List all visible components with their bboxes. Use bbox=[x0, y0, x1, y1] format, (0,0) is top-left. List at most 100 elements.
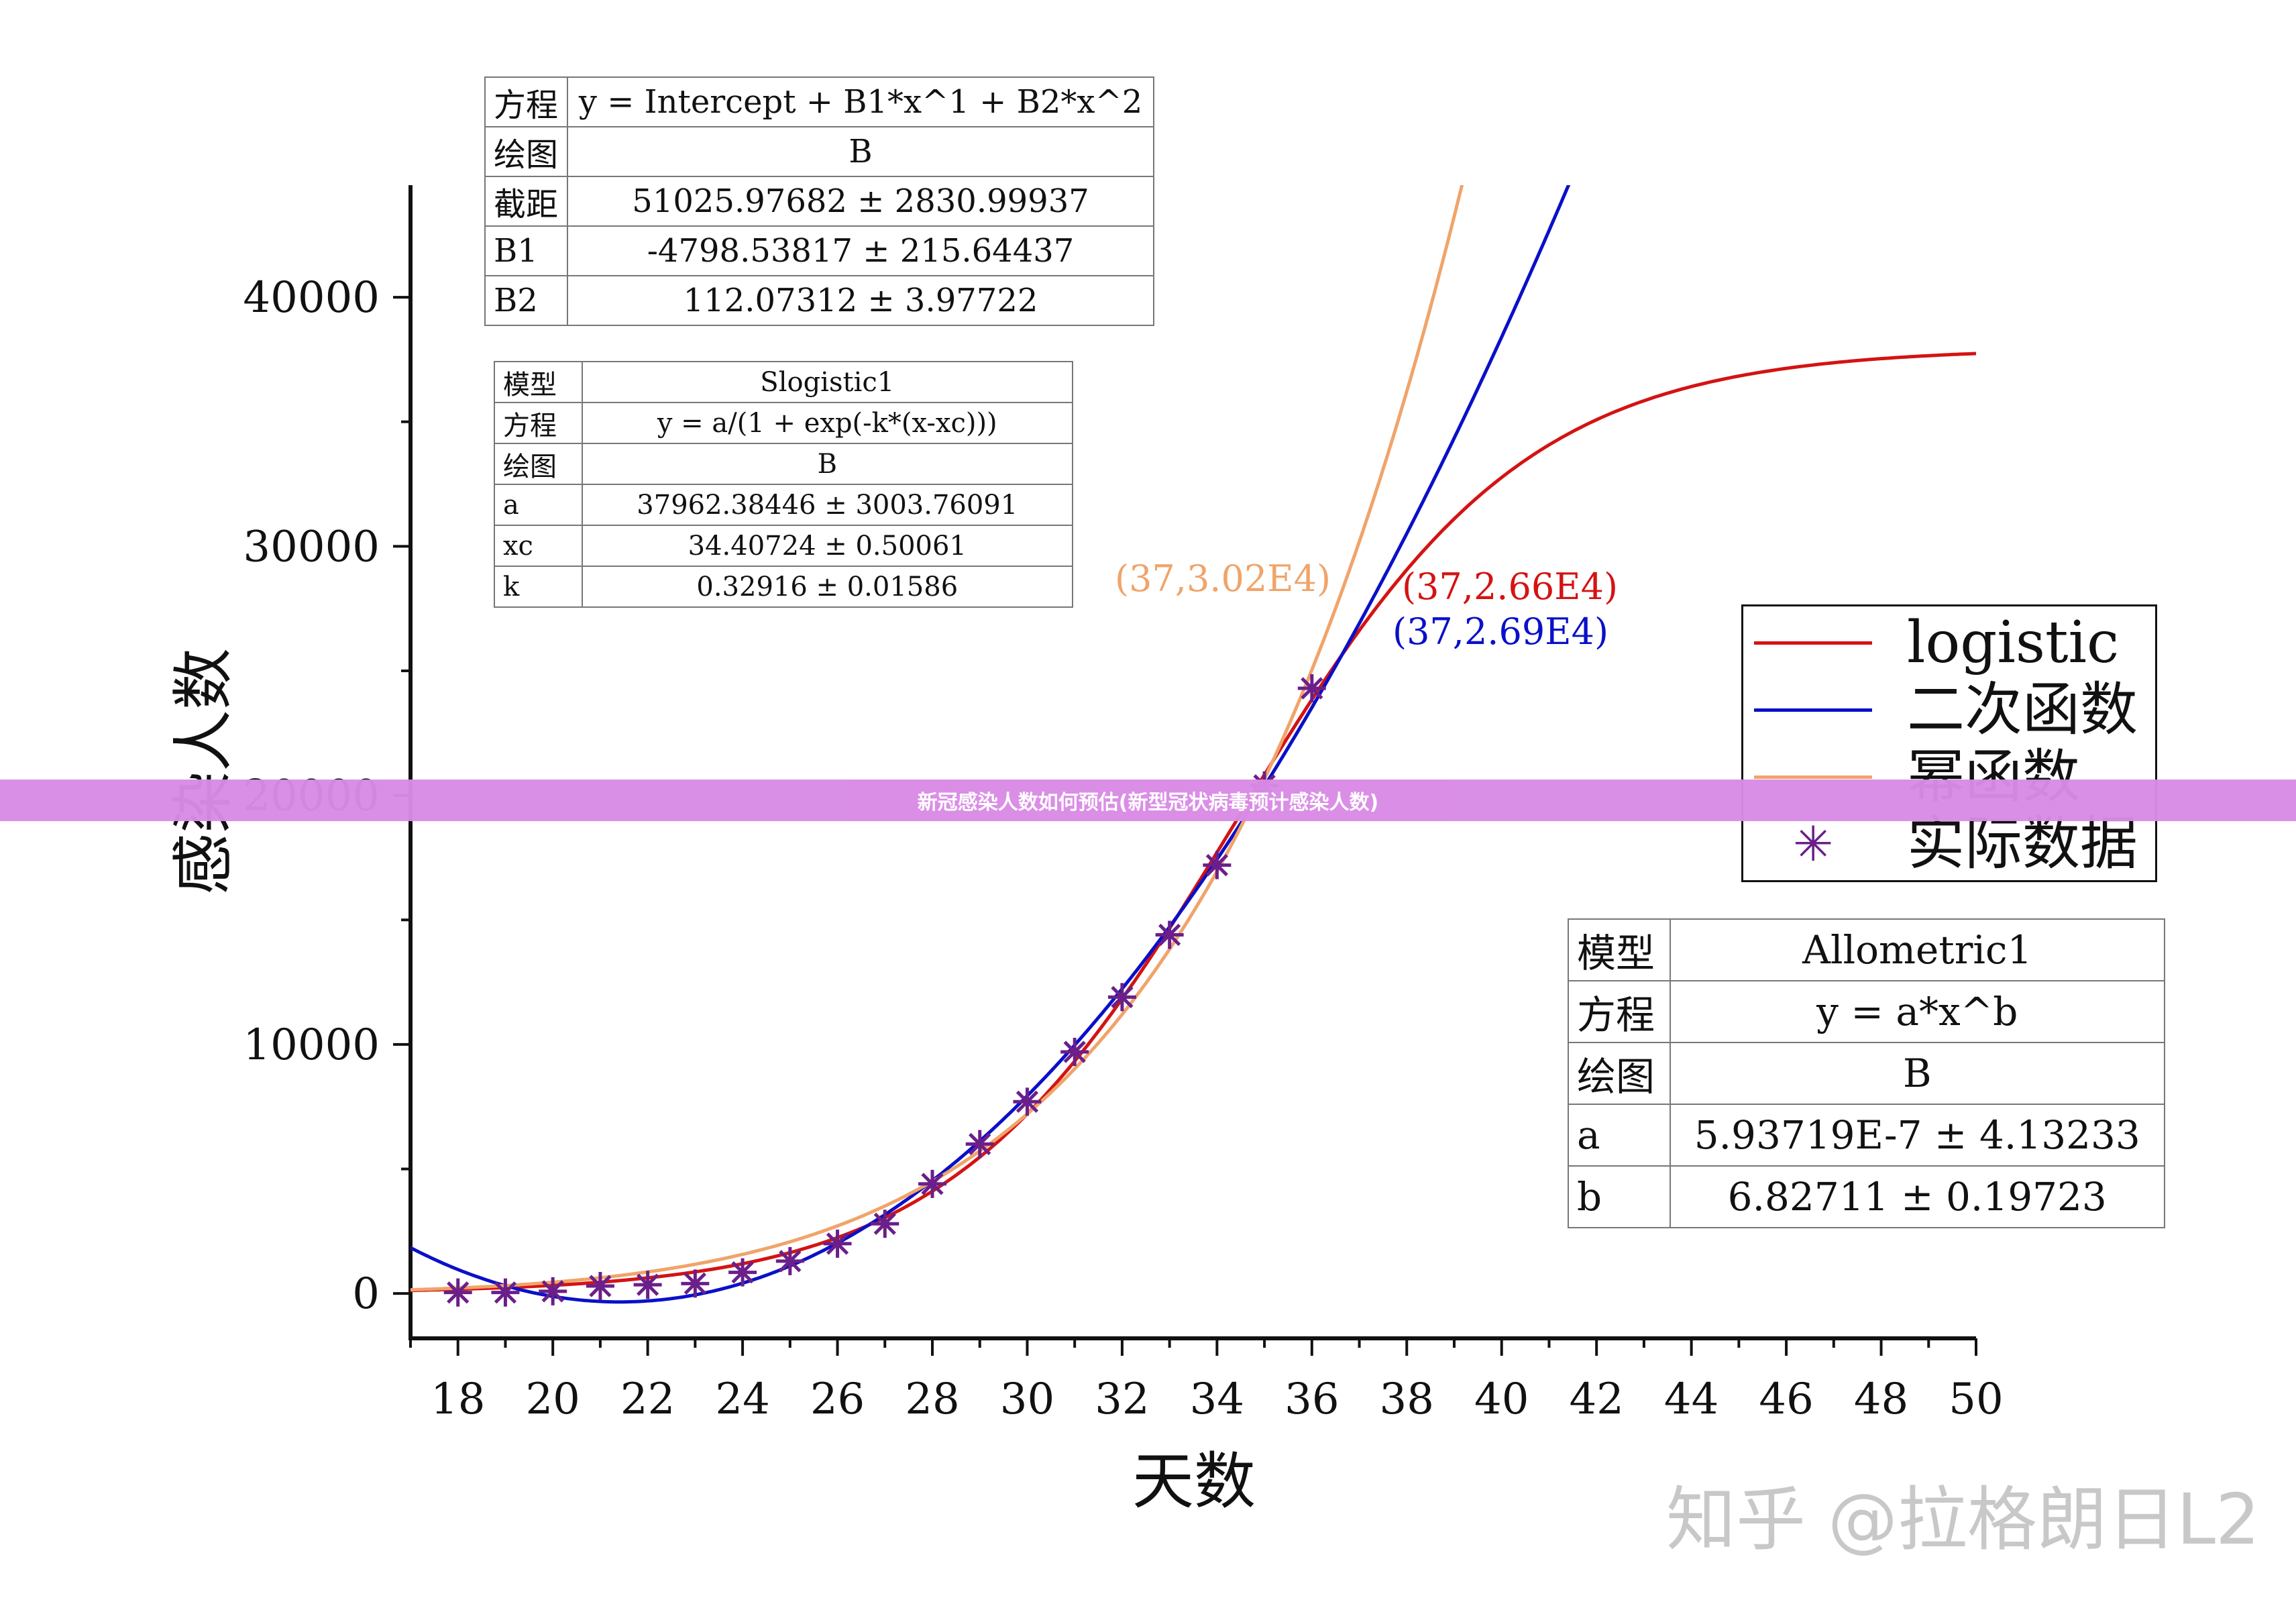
data-point bbox=[1060, 1038, 1089, 1067]
data-point bbox=[586, 1272, 614, 1301]
table-key: b bbox=[1568, 1165, 1671, 1228]
table-value: Slogistic1 bbox=[581, 361, 1074, 403]
table-value: B bbox=[1669, 1042, 2166, 1105]
table-row: 绘图 B bbox=[1568, 1042, 2166, 1105]
x-tick-label: 30 bbox=[1000, 1375, 1054, 1424]
x-tick-label: 24 bbox=[715, 1375, 769, 1424]
x-tick-label: 22 bbox=[620, 1375, 675, 1424]
table-value: y = a/(1 + exp(-k*(x-xc))) bbox=[581, 402, 1074, 444]
table-value: 5.93719E-7 ± 4.13233 bbox=[1669, 1104, 2166, 1167]
data-point bbox=[443, 1278, 472, 1307]
table-row: 绘图 B bbox=[484, 126, 1154, 177]
table-row: k 0.32916 ± 0.01586 bbox=[494, 566, 1074, 608]
table-value: y = a*x^b bbox=[1669, 980, 2166, 1043]
x-tick-label: 36 bbox=[1284, 1375, 1339, 1424]
series-line-allometric bbox=[411, 185, 1464, 1292]
y-axis-label: 感染人数 bbox=[168, 648, 239, 895]
table-value: y = Intercept + B1*x^1 + B2*x^2 bbox=[567, 76, 1154, 127]
data-point bbox=[1297, 674, 1326, 702]
x-tick-label: 28 bbox=[905, 1375, 959, 1424]
table-value: Allometric1 bbox=[1669, 918, 2166, 981]
table-row: 绘图 B bbox=[494, 443, 1074, 485]
x-tick-label: 48 bbox=[1854, 1375, 1908, 1424]
series-line-logistic bbox=[411, 352, 1976, 1293]
table-key: xc bbox=[494, 525, 583, 567]
table-value: 37962.38446 ± 3003.76091 bbox=[581, 484, 1074, 526]
x-tick-label: 20 bbox=[525, 1375, 580, 1424]
table-row: a 37962.38446 ± 3003.76091 bbox=[494, 484, 1074, 526]
table-row: 模型 Slogistic1 bbox=[494, 361, 1074, 403]
data-point bbox=[775, 1246, 804, 1275]
allometric-fit-table: 模型 Allometric1 方程 y = a*x^b 绘图 B a 5.93719E-… bbox=[1568, 918, 2166, 1228]
table-value: 6.82711 ± 0.19723 bbox=[1669, 1165, 2166, 1228]
table-row: b 6.82711 ± 0.19723 bbox=[1568, 1165, 2166, 1228]
table-key: B1 bbox=[484, 225, 569, 276]
y-tick-label: 0 bbox=[352, 1269, 380, 1319]
table-key: 绘图 bbox=[484, 126, 569, 177]
x-tick-label: 34 bbox=[1190, 1375, 1244, 1424]
x-tick-label: 26 bbox=[810, 1375, 865, 1424]
data-point bbox=[491, 1278, 520, 1307]
data-point bbox=[633, 1271, 662, 1299]
table-row: 方程 y = Intercept + B1*x^1 + B2*x^2 bbox=[484, 76, 1154, 127]
y-tick-label: 10000 bbox=[243, 1020, 380, 1070]
data-point bbox=[823, 1229, 852, 1258]
legend-item-quadratic: 二次函数 bbox=[1743, 676, 2155, 743]
data-point bbox=[1013, 1087, 1042, 1116]
table-key: 方程 bbox=[484, 76, 569, 127]
x-tick-label: 32 bbox=[1095, 1375, 1149, 1424]
data-point bbox=[1203, 851, 1232, 879]
table-value: 34.40724 ± 0.50061 bbox=[581, 525, 1074, 567]
banner-text: 新冠感染人数如何预估(新型冠状病毒预计感染人数) bbox=[917, 791, 1379, 814]
table-row: 截距 51025.97682 ± 2830.99937 bbox=[484, 176, 1154, 227]
title-banner: 新冠感染人数如何预估(新型冠状病毒预计感染人数) bbox=[0, 780, 2296, 821]
legend-line-red bbox=[1754, 641, 1872, 645]
table-key: k bbox=[494, 566, 583, 608]
chart-points bbox=[443, 674, 1326, 1307]
legend-line-blue bbox=[1754, 708, 1872, 712]
x-tick-label: 46 bbox=[1759, 1375, 1813, 1424]
chart-legend: logistic 二次函数 幂函数 ✳ 实际数据 bbox=[1741, 604, 2157, 882]
data-point bbox=[871, 1210, 899, 1238]
x-tick-label: 18 bbox=[431, 1375, 485, 1424]
annotation-power: (37,3.02E4) bbox=[1115, 557, 1331, 600]
data-point bbox=[681, 1269, 710, 1298]
legend-label: logistic bbox=[1907, 609, 2120, 676]
table-key: a bbox=[494, 484, 583, 526]
table-row: a 5.93719E-7 ± 4.13233 bbox=[1568, 1104, 2166, 1167]
watermark-text: 知乎 @拉格朗日L2 bbox=[1666, 1479, 2260, 1560]
table-key: 模型 bbox=[494, 361, 583, 403]
annotation-logistic: (37,2.66E4) bbox=[1402, 566, 1618, 608]
table-value: B bbox=[581, 443, 1074, 485]
table-row: B2 112.07312 ± 3.97722 bbox=[484, 275, 1154, 326]
table-row: B1 -4798.53817 ± 215.64437 bbox=[484, 225, 1154, 276]
data-point bbox=[1155, 920, 1184, 949]
annotation-quadratic: (37,2.69E4) bbox=[1392, 610, 1608, 653]
x-tick-label: 38 bbox=[1380, 1375, 1434, 1424]
data-point bbox=[965, 1130, 994, 1159]
table-row: xc 34.40724 ± 0.50061 bbox=[494, 525, 1074, 567]
table-value: -4798.53817 ± 215.64437 bbox=[567, 225, 1154, 276]
table-row: 方程 y = a/(1 + exp(-k*(x-xc))) bbox=[494, 402, 1074, 444]
table-value: 51025.97682 ± 2830.99937 bbox=[567, 176, 1154, 227]
series-line-quadratic bbox=[411, 185, 1571, 1304]
table-key: 绘图 bbox=[1568, 1042, 1671, 1105]
table-key: a bbox=[1568, 1104, 1671, 1167]
x-tick-label: 42 bbox=[1569, 1375, 1623, 1424]
legend-label: 二次函数 bbox=[1907, 676, 2138, 743]
data-point bbox=[1107, 983, 1136, 1012]
table-key: 方程 bbox=[494, 402, 583, 444]
table-key: 方程 bbox=[1568, 980, 1671, 1043]
legend-item-data: ✳ 实际数据 bbox=[1743, 810, 2155, 877]
table-key: B2 bbox=[484, 275, 569, 326]
table-row: 模型 Allometric1 bbox=[1568, 918, 2166, 981]
legend-label: 实际数据 bbox=[1907, 810, 2138, 877]
logistic-fit-table: 模型 Slogistic1 方程 y = a/(1 + exp(-k*(x-xc))… bbox=[494, 361, 1074, 608]
x-tick-label: 50 bbox=[1949, 1375, 2003, 1424]
table-key: 绘图 bbox=[494, 443, 583, 485]
table-value: B bbox=[567, 126, 1154, 177]
quadratic-fit-table: 方程 y = Intercept + B1*x^1 + B2*x^2 绘图 B 截距… bbox=[484, 76, 1154, 326]
table-key: 截距 bbox=[484, 176, 569, 227]
data-point bbox=[539, 1277, 567, 1305]
